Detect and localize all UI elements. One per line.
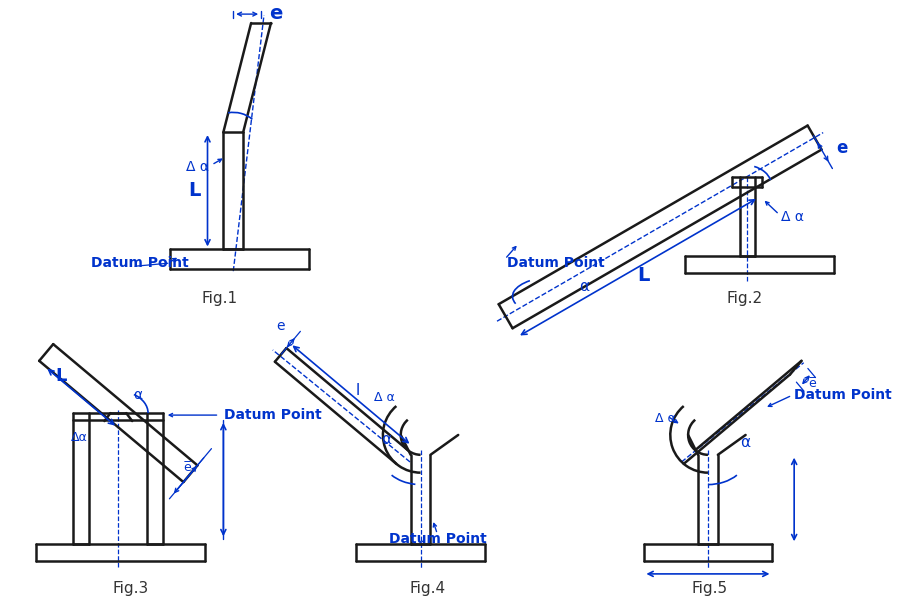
Text: Δ α: Δ α — [374, 391, 395, 403]
Text: Fig.3: Fig.3 — [112, 581, 148, 596]
Text: Datum Point: Datum Point — [389, 532, 486, 546]
Text: Δ α: Δ α — [187, 160, 210, 174]
Text: Fig.2: Fig.2 — [727, 292, 763, 306]
Text: e: e — [269, 4, 282, 23]
Text: Datum Point: Datum Point — [506, 256, 605, 270]
Text: e: e — [836, 139, 847, 157]
Text: Fig.1: Fig.1 — [201, 292, 237, 306]
Text: Δα: Δα — [71, 432, 87, 445]
Text: Fig.5: Fig.5 — [692, 581, 728, 596]
Text: Datum Point: Datum Point — [91, 256, 188, 270]
Text: α: α — [579, 279, 589, 294]
Text: e̅: e̅ — [808, 377, 816, 390]
Text: α: α — [741, 435, 751, 451]
Text: α: α — [133, 388, 142, 402]
Text: Δ α: Δ α — [781, 209, 804, 223]
Text: Δ α: Δ α — [655, 411, 676, 424]
Text: l: l — [356, 383, 360, 398]
Text: Datum Point: Datum Point — [794, 388, 892, 402]
Text: e: e — [277, 319, 285, 333]
Text: L: L — [188, 181, 201, 200]
Text: Fig.4: Fig.4 — [410, 581, 446, 596]
Text: Datum Point: Datum Point — [224, 408, 322, 422]
Text: L: L — [55, 367, 67, 385]
Text: α: α — [380, 432, 391, 448]
Text: e̅: e̅ — [183, 461, 191, 474]
Text: L: L — [637, 266, 649, 286]
